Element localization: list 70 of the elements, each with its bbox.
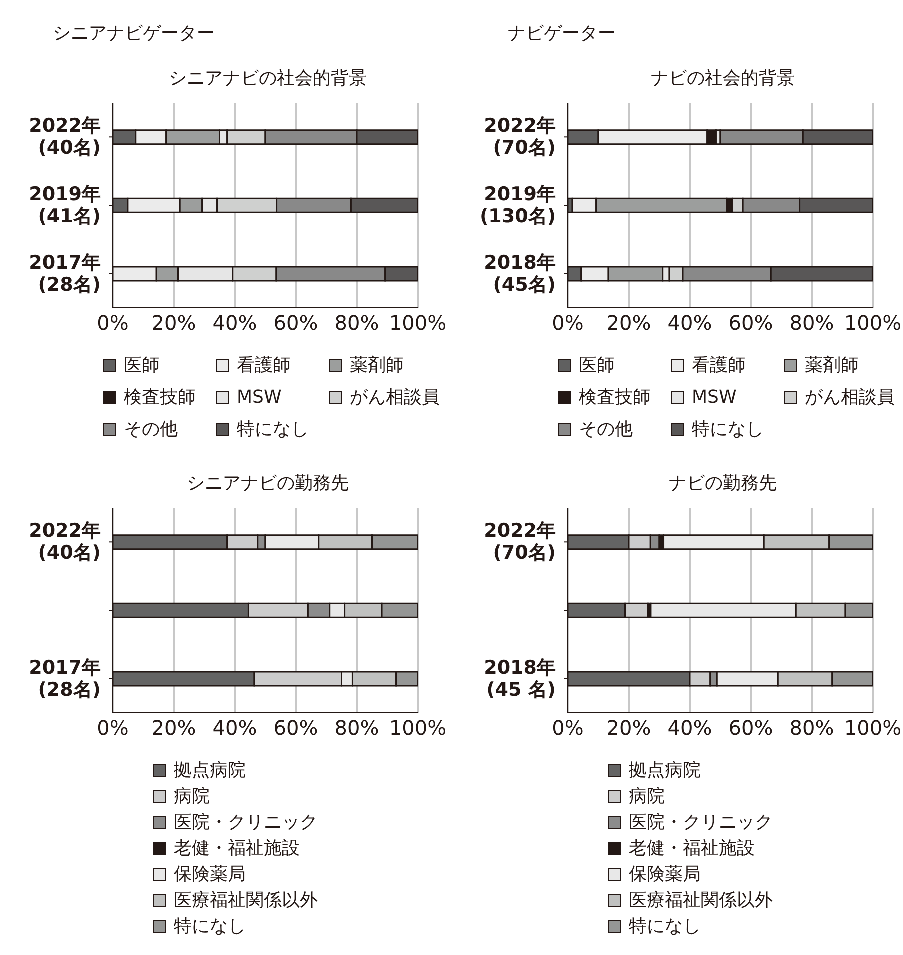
x-tick-label: 20%	[152, 311, 196, 336]
legend-label: 病院	[629, 785, 665, 808]
x-tick-label: 100%	[844, 311, 902, 336]
legend-label: 拠点病院	[174, 759, 246, 782]
y-tick-label: 2022年 (40名)	[29, 520, 101, 564]
y-tick-label: 2017年 (28名)	[29, 252, 101, 296]
y-tick-label: 2022年 (70名)	[484, 115, 556, 160]
legend-label: がん相談員	[350, 386, 440, 409]
legend-label: 保険薬局	[629, 863, 701, 886]
legend-label: 老健・福祉施設	[629, 837, 755, 860]
x-tick-label: 20%	[606, 311, 652, 336]
legend-label: MSW	[692, 386, 737, 408]
x-tick-label: 100%	[389, 311, 447, 336]
legend-label: 病院	[174, 785, 210, 808]
x-tick-label: 40%	[212, 716, 258, 740]
legend-label: 医療福祉関係以外	[629, 889, 773, 912]
x-tick-label: 80%	[334, 311, 380, 336]
legend-label: 保険薬局	[174, 863, 246, 886]
x-tick-label: 60%	[728, 311, 774, 336]
chart-subtitle: シニアナビゲーター	[52, 22, 216, 46]
legend-label: 特になし	[237, 418, 309, 441]
x-tick-label: 0%	[552, 311, 584, 336]
x-tick-label: 20%	[152, 716, 196, 740]
x-tick-label: 60%	[274, 311, 318, 336]
legend-label: 薬剤師	[350, 354, 404, 377]
legend-label: がん相談員	[805, 386, 895, 409]
y-tick-label: 2018年 (45名)	[484, 252, 556, 296]
y-tick-label: 2018年 (45 名)	[484, 656, 556, 701]
legend-label: 看護師	[237, 354, 291, 377]
legend-label: 医師	[579, 354, 615, 377]
legend-label: 薬剤師	[805, 354, 859, 377]
x-tick-label: 40%	[668, 716, 712, 740]
chart-title: ナビの社会的背景	[650, 67, 796, 91]
y-tick-label: 2019年 (41名)	[29, 184, 101, 228]
legend-label: 検査技師	[579, 386, 651, 409]
legend-label: 検査技師	[124, 386, 196, 409]
x-tick-label: 80%	[334, 716, 380, 740]
chart-title: シニアナビの社会的背景	[168, 67, 368, 91]
y-tick-label: 2017年 (28名)	[29, 656, 101, 701]
x-tick-label: 80%	[790, 311, 834, 336]
x-tick-label: 40%	[212, 311, 258, 336]
x-tick-label: 0%	[97, 311, 129, 336]
legend-label: MSW	[237, 386, 282, 408]
chart-title: シニアナビの勤務先	[186, 472, 350, 496]
x-tick-label: 100%	[389, 716, 447, 740]
legend-label: 医療福祉関係以外	[174, 889, 318, 912]
legend-label: その他	[124, 418, 178, 441]
legend-label: 拠点病院	[629, 759, 701, 782]
x-tick-label: 100%	[844, 716, 902, 740]
legend-label: 医院・クリニック	[174, 811, 318, 834]
x-tick-label: 60%	[274, 716, 318, 740]
legend-label: 医院・クリニック	[629, 811, 773, 834]
x-tick-label: 20%	[606, 716, 652, 740]
legend-label: 特になし	[629, 915, 701, 938]
y-tick-label: 2022年 (70名)	[484, 520, 556, 564]
legend-label: 看護師	[692, 354, 746, 377]
legend-label: 特になし	[174, 915, 246, 938]
x-tick-label: 60%	[728, 716, 774, 740]
x-tick-label: 0%	[97, 716, 129, 740]
y-tick-label: 2022年 (40名)	[29, 115, 101, 160]
legend-label: 医師	[124, 354, 160, 377]
y-tick-label: 2019年 (130名)	[480, 184, 556, 228]
chart-subtitle: ナビゲーター	[507, 22, 617, 46]
x-tick-label: 80%	[790, 716, 834, 740]
x-tick-label: 0%	[552, 716, 584, 740]
legend-label: 老健・福祉施設	[174, 837, 300, 860]
x-tick-label: 40%	[668, 311, 712, 336]
legend-label: 特になし	[692, 418, 764, 441]
chart-title: ナビの勤務先	[668, 472, 778, 496]
legend-label: その他	[579, 418, 633, 441]
